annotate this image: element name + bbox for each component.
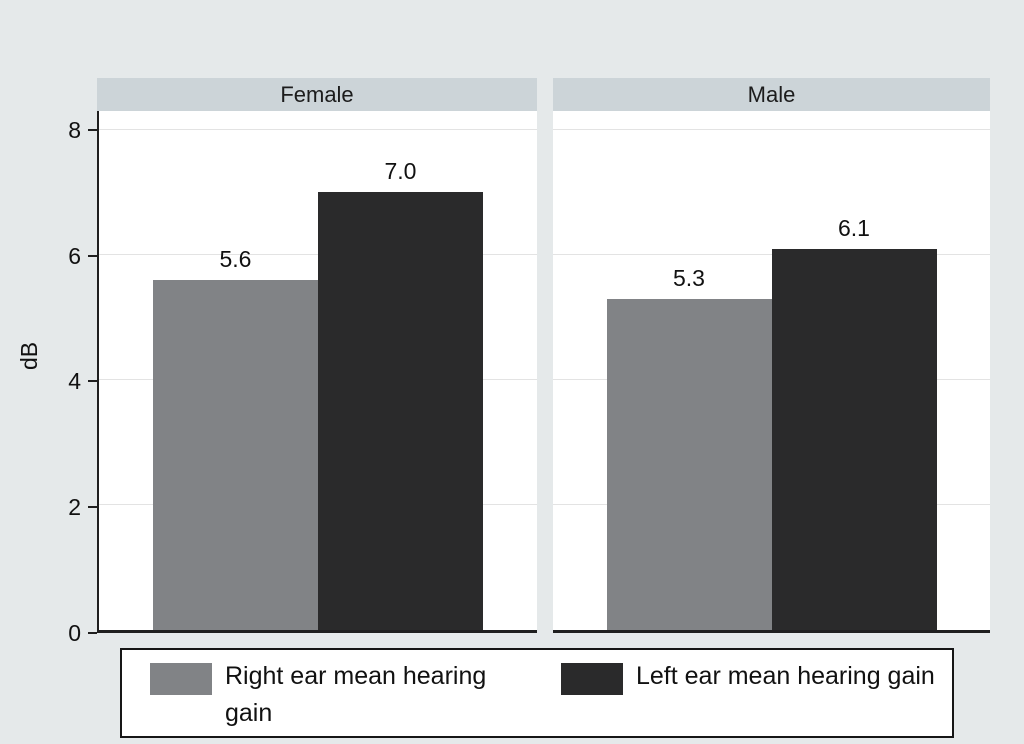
y-tick-label: 4: [68, 368, 81, 395]
bar-value-label: 5.6: [219, 245, 252, 272]
panel-female: Female 5.6 7.0: [97, 78, 537, 633]
y-tick-mark: [88, 506, 97, 509]
panel-header-female: Female: [97, 78, 537, 111]
y-tick-mark: [88, 254, 97, 257]
legend-entry-left-ear: Left ear mean hearing gain: [561, 658, 936, 736]
bar-group: 5.6 7.0: [99, 158, 537, 630]
legend-label-left-ear: Left ear mean hearing gain: [636, 662, 935, 690]
y-tick-mark: [88, 128, 97, 131]
bar-value-label: 7.0: [384, 158, 417, 185]
y-tick-label: 8: [68, 116, 81, 143]
bar-right-ear: 5.3: [606, 265, 772, 630]
y-tick-mark: [88, 380, 97, 383]
y-tick-label: 6: [68, 242, 81, 269]
bar-left-ear: 6.1: [771, 215, 937, 630]
bar-left-ear: 7.0: [318, 158, 483, 630]
panel-male: Male 5.3 6.1: [553, 78, 990, 633]
y-tick-label: 2: [68, 494, 81, 521]
gridline: [99, 128, 537, 130]
bar-group: 5.3 6.1: [553, 215, 990, 630]
panel-header-male: Male: [553, 78, 990, 111]
plot-female: 5.6 7.0: [97, 111, 537, 633]
y-axis-title: dB: [16, 341, 42, 370]
y-tick-mark: [88, 632, 97, 634]
legend-label-right-ear: Right ear mean hearing gain: [225, 662, 487, 727]
bar-value-label: 6.1: [838, 214, 870, 241]
bar-right-ear: 5.6: [153, 246, 318, 630]
legend: Right ear mean hearing gain Left ear mea…: [120, 648, 954, 738]
gridline: [553, 128, 990, 130]
legend-entry-right-ear: Right ear mean hearing gain: [150, 658, 525, 736]
legend-swatch-left-ear: [561, 663, 623, 695]
bar-value-label: 5.3: [673, 264, 705, 291]
legend-swatch-right-ear: [150, 663, 212, 695]
y-tick-label: 0: [68, 620, 81, 646]
plot-male: 5.3 6.1: [553, 111, 990, 633]
y-axis: 0 2 4 6 8: [0, 111, 97, 646]
